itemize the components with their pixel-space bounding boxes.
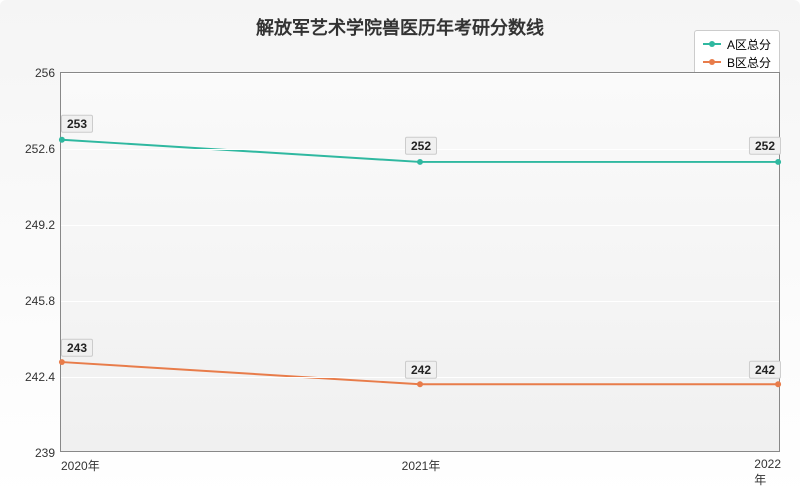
data-label: 242: [405, 361, 437, 379]
y-tick-label: 252.6: [25, 142, 55, 156]
plot-area: 239242.4245.8249.2252.62562020年2021年2022…: [60, 72, 780, 452]
chart-container: 解放军艺术学院兽医历年考研分数线 A区总分 B区总分 239242.4245.8…: [0, 0, 800, 500]
data-marker: [775, 159, 781, 165]
x-tick-label: 2022年: [754, 457, 781, 488]
data-marker: [417, 381, 423, 387]
grid-line: [61, 301, 779, 302]
y-tick-label: 256: [35, 66, 55, 80]
legend-label-a: A区总分: [727, 36, 771, 53]
x-tick-label: 2020年: [61, 457, 100, 474]
y-tick-label: 242.4: [25, 370, 55, 384]
data-label: 243: [61, 338, 93, 356]
y-tick-label: 245.8: [25, 294, 55, 308]
chart-title: 解放军艺术学院兽医历年考研分数线: [256, 14, 544, 40]
data-label: 252: [405, 137, 437, 155]
legend-swatch-a: [703, 43, 721, 45]
legend: A区总分 B区总分: [694, 30, 780, 76]
chart-svg: [61, 73, 779, 451]
legend-swatch-b: [703, 61, 721, 63]
legend-item-a: A区总分: [703, 35, 771, 53]
data-marker: [775, 381, 781, 387]
legend-label-b: B区总分: [727, 54, 771, 71]
grid-line: [61, 225, 779, 226]
data-label: 252: [749, 137, 781, 155]
x-tick-label: 2021年: [402, 457, 441, 474]
data-label: 242: [749, 361, 781, 379]
data-marker: [59, 359, 65, 365]
y-tick-label: 249.2: [25, 218, 55, 232]
data-marker: [417, 159, 423, 165]
grid-line: [61, 73, 779, 74]
legend-item-b: B区总分: [703, 53, 771, 71]
data-label: 253: [61, 115, 93, 133]
y-tick-label: 239: [35, 446, 55, 460]
data-marker: [59, 137, 65, 143]
